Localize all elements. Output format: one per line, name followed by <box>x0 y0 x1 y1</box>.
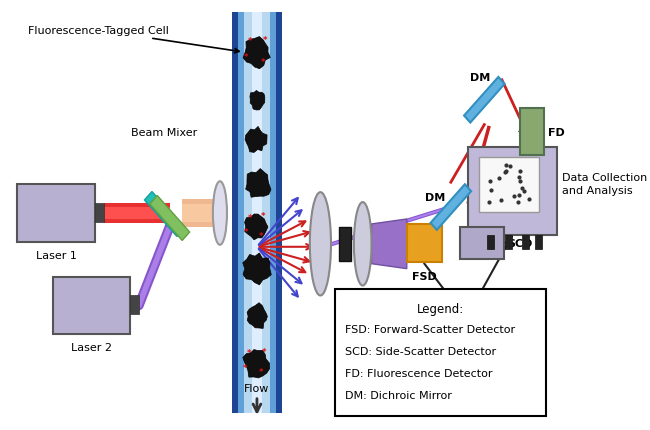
Bar <box>335 289 546 416</box>
Bar <box>407 224 442 262</box>
Polygon shape <box>243 350 270 378</box>
Polygon shape <box>247 303 267 329</box>
Text: *: * <box>259 231 263 240</box>
Text: Data Collection
and Analysis: Data Collection and Analysis <box>562 172 647 195</box>
Text: *: * <box>262 347 266 356</box>
Text: *: * <box>244 227 248 236</box>
Text: FD: FD <box>548 127 564 137</box>
Text: DM: Dichroic Mirror: DM: Dichroic Mirror <box>345 390 452 400</box>
Bar <box>18 185 95 242</box>
Ellipse shape <box>310 193 331 296</box>
Polygon shape <box>244 215 268 240</box>
Bar <box>339 227 351 261</box>
Bar <box>522 235 529 249</box>
Text: *: * <box>261 212 266 221</box>
Text: FD: Fluorescence Detector: FD: Fluorescence Detector <box>345 368 493 378</box>
Bar <box>504 235 512 249</box>
Text: FSD: FSD <box>412 271 437 281</box>
Bar <box>182 200 219 227</box>
Bar <box>182 205 219 222</box>
Bar <box>252 13 262 413</box>
Text: *: * <box>261 58 265 67</box>
Text: FSD: Forward-Scatter Detector: FSD: Forward-Scatter Detector <box>345 325 515 335</box>
Text: *: * <box>248 37 252 46</box>
Bar <box>244 13 270 413</box>
Text: *: * <box>263 36 268 45</box>
Bar <box>130 296 139 315</box>
Polygon shape <box>372 219 407 269</box>
Ellipse shape <box>354 203 372 286</box>
Bar <box>103 203 170 224</box>
Text: Beam Mixer: Beam Mixer <box>131 128 198 138</box>
Polygon shape <box>144 192 185 237</box>
Polygon shape <box>150 196 190 241</box>
Text: DM: DM <box>425 193 445 203</box>
Polygon shape <box>464 78 504 123</box>
Text: Fluorescence-Tagged Cell: Fluorescence-Tagged Cell <box>28 26 239 54</box>
Ellipse shape <box>213 182 227 245</box>
Text: *: * <box>248 213 252 222</box>
Bar <box>536 235 543 249</box>
Text: Flow: Flow <box>244 383 270 393</box>
Bar <box>519 108 544 156</box>
Text: DM: DM <box>470 73 490 83</box>
Bar <box>460 227 504 259</box>
Text: *: * <box>244 53 248 62</box>
Bar <box>469 148 556 235</box>
Bar <box>232 13 281 413</box>
Polygon shape <box>242 253 271 285</box>
Text: Laser 2: Laser 2 <box>71 342 112 352</box>
Polygon shape <box>243 37 270 70</box>
Bar <box>479 158 539 212</box>
Text: *: * <box>247 348 252 357</box>
Bar <box>103 208 170 219</box>
Bar <box>95 203 103 222</box>
Text: Legend:: Legend: <box>417 303 464 316</box>
Text: *: * <box>243 363 248 372</box>
Bar <box>237 13 276 413</box>
Text: SCD: Side-Scatter Detector: SCD: Side-Scatter Detector <box>345 346 496 356</box>
Text: *: * <box>259 368 264 377</box>
Polygon shape <box>250 91 265 111</box>
Bar <box>487 235 494 249</box>
Bar <box>53 277 130 335</box>
Polygon shape <box>246 169 271 198</box>
Polygon shape <box>245 127 267 153</box>
Polygon shape <box>430 185 471 230</box>
Text: Laser 1: Laser 1 <box>36 250 77 260</box>
Text: SCD: SCD <box>507 238 532 248</box>
